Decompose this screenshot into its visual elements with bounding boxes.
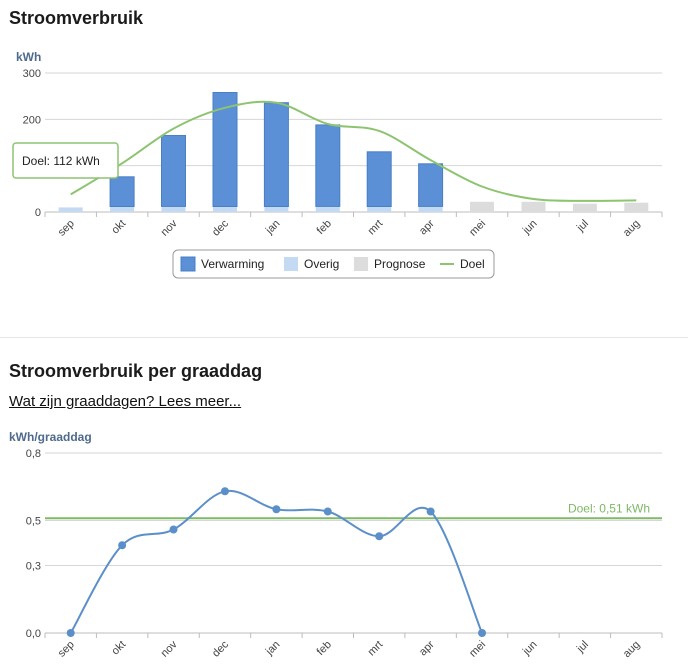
x-tick-label: dec	[210, 638, 231, 659]
legend-item-doel[interactable]: Doel	[440, 257, 485, 271]
bar-overig-mrt[interactable]	[367, 206, 392, 212]
x-tick-label: mei	[467, 218, 488, 239]
bar-overig-dec[interactable]	[213, 206, 237, 212]
x-tick-label: jun	[520, 639, 540, 659]
bar-overig-apr[interactable]	[418, 206, 443, 212]
x-tick-label: nov	[159, 638, 180, 659]
y-tick-label: 200	[23, 114, 41, 126]
bar-overig-jan[interactable]	[264, 206, 289, 212]
bar-verwarming-okt[interactable]	[109, 176, 135, 208]
bar-overig-nov[interactable]	[161, 206, 186, 212]
x-tick-label: sep	[56, 639, 77, 660]
legend-swatch	[180, 256, 196, 272]
bar-verwarming-feb[interactable]	[315, 124, 341, 207]
x-tick-label: feb	[315, 218, 334, 237]
point-mrt[interactable]	[375, 532, 384, 541]
x-tick-label: okt	[109, 218, 128, 237]
y-tick-label: 0,5	[26, 516, 41, 528]
x-tick-label: jan	[263, 639, 283, 659]
point-dec[interactable]	[220, 487, 229, 496]
legend: Verwarming Overig Prognose Doel	[172, 249, 495, 279]
x-tick-label: aug	[621, 218, 642, 239]
bar-verwarming-jan[interactable]	[263, 102, 289, 208]
bar-overig-sep[interactable]	[58, 207, 83, 212]
tooltip: Doel: 112 kWh	[12, 142, 119, 179]
tooltip-text: Doel: 112 kWh	[22, 154, 100, 168]
section-divider	[0, 337, 688, 338]
bar-verwarming-dec[interactable]	[212, 92, 238, 207]
bar-prognose-jun[interactable]	[521, 201, 546, 212]
bar-overig-feb[interactable]	[315, 206, 340, 212]
y-axis-unit-label: kWh/graaddag	[9, 430, 92, 444]
legend-box	[172, 249, 495, 279]
x-tick-label: jul	[574, 639, 591, 656]
x-tick-label: okt	[109, 639, 128, 658]
y-tick-label: 0,0	[26, 628, 41, 640]
x-tick-label: apr	[417, 638, 437, 658]
degree-days-info-link[interactable]: Wat zijn graaddagen? Lees meer...	[9, 393, 242, 410]
legend-swatch	[284, 257, 298, 271]
point-nov[interactable]	[169, 525, 178, 534]
x-tick-label: apr	[417, 217, 437, 237]
target-label: Doel: 0,51 kWh	[568, 501, 650, 515]
x-tick-label: mrt	[366, 639, 386, 659]
legend-swatch	[354, 257, 368, 271]
legend-item-verwarming[interactable]: Verwarming	[180, 256, 264, 272]
x-tick-label: sep	[56, 218, 77, 239]
x-tick-label: dec	[210, 217, 231, 238]
legend-label: Prognose	[374, 257, 426, 271]
bar-verwarming-mrt[interactable]	[366, 151, 392, 208]
legend-item-prognose[interactable]: Prognose	[354, 257, 426, 271]
x-tick-label: feb	[315, 639, 334, 658]
x-tick-label: jun	[520, 218, 540, 238]
point-sep[interactable]	[66, 629, 75, 637]
y-axis-unit-label: kWh	[16, 50, 41, 64]
point-mei[interactable]	[478, 629, 487, 637]
x-tick-label: mrt	[366, 218, 386, 238]
point-okt[interactable]	[118, 541, 127, 550]
legend-label: Overig	[304, 257, 339, 271]
legend-label: Verwarming	[201, 257, 264, 271]
y-tick-label: 0,3	[26, 561, 41, 573]
bar-prognose-jul[interactable]	[572, 203, 597, 212]
tooltip-box	[12, 142, 119, 179]
page-title: Stroomverbruik	[9, 8, 144, 28]
section-title-degree-days: Stroomverbruik per graaddag	[9, 361, 263, 381]
point-apr[interactable]	[426, 507, 435, 516]
bar-prognose-mei[interactable]	[470, 201, 494, 212]
legend-item-overig[interactable]: Overig	[284, 257, 339, 271]
usage-chart: kWh 0 200 300 sep okt nov dec jan feb mrt apr mei jun…	[12, 50, 663, 279]
bar-verwarming-nov[interactable]	[161, 135, 186, 207]
bar-verwarming-apr[interactable]	[418, 163, 444, 207]
bar-overig-okt[interactable]	[110, 206, 135, 212]
x-tick-label: jul	[574, 218, 591, 235]
y-tick-label: 300	[23, 68, 41, 80]
y-tick-label: 0	[35, 207, 41, 219]
y-tick-label: 0,8	[26, 448, 41, 460]
doel-line[interactable]	[70, 100, 637, 202]
point-jan[interactable]	[272, 505, 281, 514]
x-tick-label: aug	[621, 639, 642, 660]
x-tick-label: jan	[263, 218, 283, 238]
point-feb[interactable]	[323, 507, 332, 516]
legend-label: Doel	[460, 257, 485, 271]
x-tick-label: mei	[467, 639, 488, 660]
x-tick-label: nov	[159, 217, 180, 238]
bar-prognose-aug[interactable]	[624, 202, 649, 212]
degree-day-chart: kWh/graaddag 0,0 0,3 0,5 0,8 sep okt nov dec jan f…	[9, 430, 663, 660]
